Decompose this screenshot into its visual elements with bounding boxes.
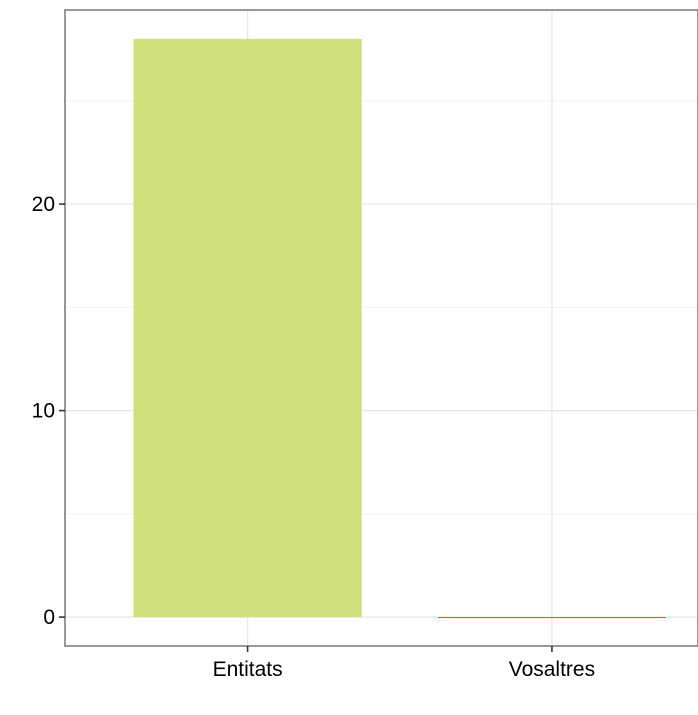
x-tick-label: Entitats: [213, 658, 283, 681]
x-axis: Entitats Vosaltres: [213, 646, 595, 681]
bars: [133, 38, 667, 619]
y-tick-label: 0: [43, 606, 55, 629]
bar-vosaltres: [437, 617, 667, 619]
y-tick-label: 20: [32, 193, 55, 216]
y-tick-label: 10: [32, 400, 55, 423]
panel-border: [64, 9, 698, 647]
bar-entitats: [133, 38, 362, 618]
y-axis: 0 10 20: [32, 193, 65, 629]
x-tick-label: Vosaltres: [509, 658, 595, 681]
